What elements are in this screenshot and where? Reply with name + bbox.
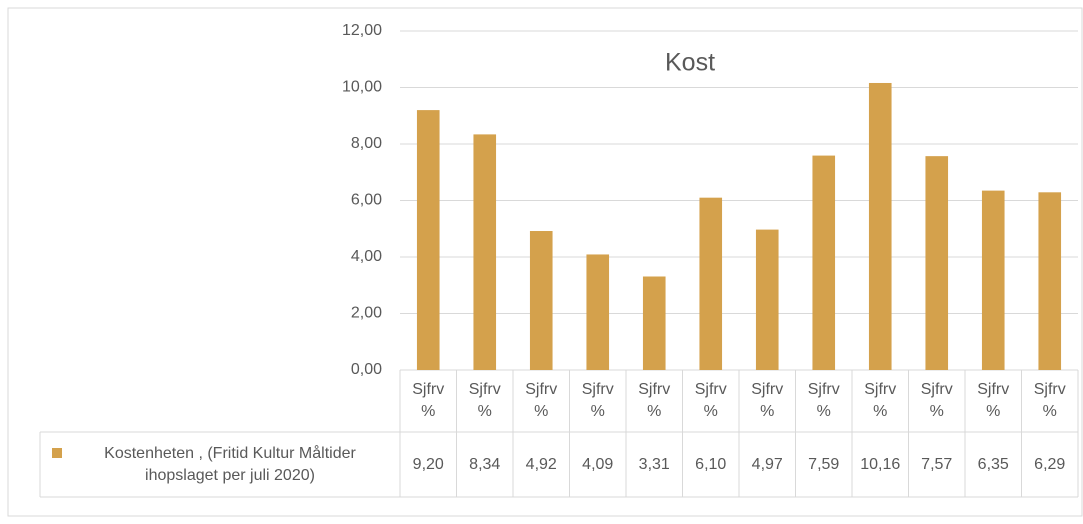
data-label: 6,35 <box>977 455 1009 473</box>
data-label: 4,92 <box>525 455 557 473</box>
bar <box>1038 192 1062 370</box>
bar <box>586 254 610 370</box>
data-label: 3,31 <box>638 455 670 473</box>
x-tick-label: Sjfrv % <box>864 381 897 420</box>
y-tick-label: 10,00 <box>342 79 382 96</box>
y-tick-label: 4,00 <box>351 248 382 265</box>
bar <box>529 231 553 370</box>
y-tick-label: 0,00 <box>351 361 382 378</box>
data-label: 4,09 <box>582 455 614 473</box>
data-label: 4,97 <box>751 455 783 473</box>
y-tick-label: 6,00 <box>351 192 382 209</box>
y-tick-label: 2,00 <box>351 305 382 322</box>
data-label: 6,29 <box>1034 455 1066 473</box>
data-label: 7,59 <box>808 455 840 473</box>
x-tick-label: Sjfrv % <box>920 381 953 420</box>
y-tick-label: 8,00 <box>351 135 382 152</box>
x-tick-label: Sjfrv % <box>638 381 671 420</box>
bar <box>868 82 892 370</box>
x-tick-label: Sjfrv % <box>1033 381 1066 420</box>
bar <box>699 197 723 370</box>
data-label: 7,57 <box>921 455 953 473</box>
legend-entry: Kostenheten , (Fritid Kultur Måltider ih… <box>40 432 400 497</box>
bar <box>473 134 497 370</box>
x-tick-label: Sjfrv % <box>581 381 614 420</box>
x-tick-label: Sjfrv % <box>412 381 445 420</box>
x-tick-label: Sjfrv % <box>468 381 501 420</box>
x-tick-label: Sjfrv % <box>751 381 784 420</box>
chart-title: Kost <box>665 49 715 77</box>
data-label: 8,34 <box>469 455 501 473</box>
legend-label: Kostenheten , (Fritid Kultur Måltider ih… <box>104 444 356 484</box>
legend-swatch <box>52 448 62 458</box>
y-tick-label: 12,00 <box>342 22 382 39</box>
bar <box>981 190 1005 370</box>
data-label: 9,20 <box>412 455 444 473</box>
bar <box>642 276 666 370</box>
x-tick-label: Sjfrv % <box>977 381 1010 420</box>
bar <box>925 156 949 370</box>
x-tick-label: Sjfrv % <box>694 381 727 420</box>
chart-border <box>7 7 1083 517</box>
bar <box>755 229 779 370</box>
data-label: 6,10 <box>695 455 727 473</box>
x-tick-label: Sjfrv % <box>525 381 558 420</box>
bar <box>416 110 440 370</box>
bar <box>812 155 836 370</box>
data-label: 10,16 <box>860 455 901 473</box>
x-tick-label: Sjfrv % <box>807 381 840 420</box>
